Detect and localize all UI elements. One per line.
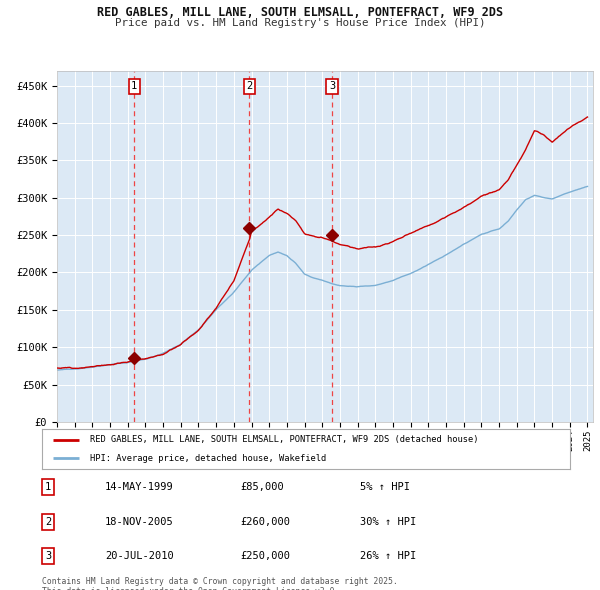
Text: RED GABLES, MILL LANE, SOUTH ELMSALL, PONTEFRACT, WF9 2DS (detached house): RED GABLES, MILL LANE, SOUTH ELMSALL, PO…	[89, 435, 478, 444]
Text: 26% ↑ HPI: 26% ↑ HPI	[360, 551, 416, 560]
Text: 1: 1	[131, 81, 137, 91]
Text: 30% ↑ HPI: 30% ↑ HPI	[360, 517, 416, 527]
Text: HPI: Average price, detached house, Wakefield: HPI: Average price, detached house, Wake…	[89, 454, 326, 463]
Text: Contains HM Land Registry data © Crown copyright and database right 2025.
This d: Contains HM Land Registry data © Crown c…	[42, 577, 398, 590]
Text: £85,000: £85,000	[240, 482, 284, 491]
Text: 1: 1	[45, 482, 51, 491]
Text: £260,000: £260,000	[240, 517, 290, 527]
Text: 5% ↑ HPI: 5% ↑ HPI	[360, 482, 410, 491]
Text: 2: 2	[246, 81, 253, 91]
Text: 20-JUL-2010: 20-JUL-2010	[105, 551, 174, 560]
Text: 3: 3	[45, 551, 51, 560]
Text: 3: 3	[329, 81, 335, 91]
Text: 2: 2	[45, 517, 51, 527]
Text: Price paid vs. HM Land Registry's House Price Index (HPI): Price paid vs. HM Land Registry's House …	[115, 18, 485, 28]
Text: 18-NOV-2005: 18-NOV-2005	[105, 517, 174, 527]
Text: RED GABLES, MILL LANE, SOUTH ELMSALL, PONTEFRACT, WF9 2DS: RED GABLES, MILL LANE, SOUTH ELMSALL, PO…	[97, 6, 503, 19]
Text: 14-MAY-1999: 14-MAY-1999	[105, 482, 174, 491]
Text: £250,000: £250,000	[240, 551, 290, 560]
